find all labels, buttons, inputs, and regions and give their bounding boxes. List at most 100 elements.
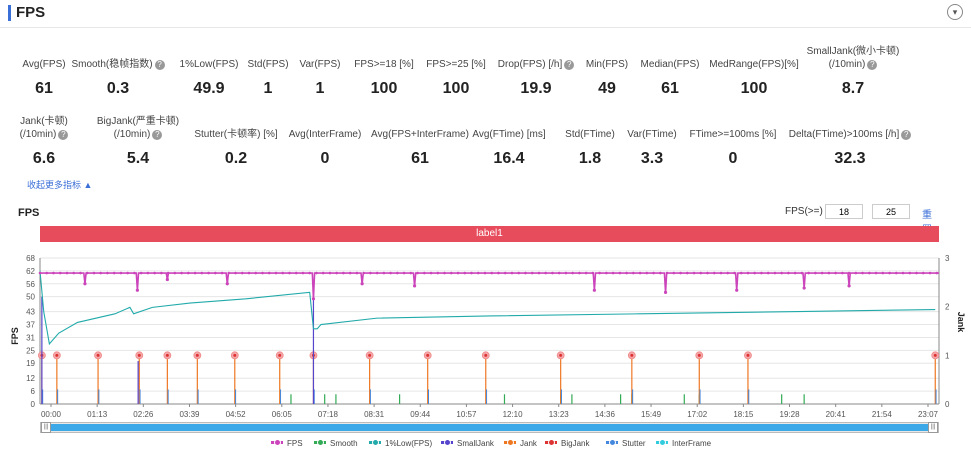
legend-item[interactable]: 1%Low(FPS) — [369, 439, 432, 448]
collapse-panel-icon[interactable]: ▾ — [947, 4, 963, 20]
x-tick-label: 15:49 — [641, 410, 662, 419]
metric-metrics_row1-0: Avg(FPS) 61 — [0, 58, 114, 99]
fps-point — [894, 271, 898, 275]
y2-tick-label: 1 — [945, 351, 950, 360]
fps-point — [119, 271, 123, 275]
x-tick-label: 08:31 — [364, 410, 385, 419]
x-tick-label: 23:07 — [918, 410, 939, 419]
legend-label: BigJank — [561, 439, 590, 448]
fps-point — [652, 271, 655, 275]
legend-item[interactable]: Smooth — [314, 439, 358, 448]
bigjank-dot — [933, 353, 937, 357]
legend-swatch-icon — [314, 439, 326, 446]
metric-label-unit: (/10min) — [113, 129, 151, 140]
fps-point — [335, 271, 338, 275]
metric-value: 0 — [728, 150, 738, 167]
fps-point — [288, 271, 291, 275]
fps-point — [267, 271, 271, 275]
fps-point — [632, 271, 635, 275]
y-tick-label: 19 — [26, 359, 35, 368]
fps-point — [261, 271, 264, 275]
fps-point — [807, 271, 810, 275]
x-tick-label: 04:52 — [226, 410, 247, 419]
legend-item[interactable]: SmallJank — [441, 439, 494, 448]
fps-point — [173, 271, 177, 275]
fps-dip-point — [225, 282, 229, 286]
fps-dip-point — [735, 288, 739, 292]
metric-label: Median(FPS) — [640, 59, 700, 70]
fps-point — [294, 271, 298, 275]
y-tick-label: 50 — [26, 293, 35, 302]
caret-up-icon: ▲ — [83, 180, 93, 190]
fps-point — [348, 271, 352, 275]
legend-label: FPS — [287, 439, 303, 448]
fps-threshold-input-1[interactable] — [825, 204, 863, 219]
fps-point — [497, 271, 500, 275]
help-icon[interactable]: ? — [58, 130, 69, 140]
collapse-metrics-link[interactable]: 收起更多指标 ▲ — [27, 178, 92, 191]
time-range-scrollbar[interactable]: ||| ||| — [40, 422, 939, 433]
fps-point — [503, 271, 507, 275]
fps-dip-point — [135, 288, 139, 292]
x-tick-label: 19:28 — [780, 410, 801, 419]
metric-value: 5.4 — [126, 150, 150, 167]
fps-point — [166, 271, 170, 275]
metric-value: 8.7 — [841, 80, 865, 97]
fps-point — [638, 271, 642, 275]
metric-value: 49 — [598, 80, 616, 97]
metric-metrics_row1-2: 1%Low(FPS) 49.9 — [139, 58, 279, 99]
metric-value: 3.3 — [640, 150, 664, 167]
legend-item[interactable]: FPS — [271, 439, 303, 448]
fps-point — [510, 271, 514, 275]
metric-metrics_row1-1: Smooth(稳帧指数)? 0.3 — [48, 58, 188, 99]
metric-metrics_row1-10: MedRange(FPS)[%] 100 — [684, 58, 824, 99]
scroll-handle-left[interactable]: ||| — [41, 422, 51, 433]
metric-metrics_row2-1: BigJank(严重卡顿) (/10min)? 5.4 — [68, 115, 208, 169]
fps-point — [578, 271, 581, 275]
fps-threshold-input-2[interactable] — [872, 204, 910, 219]
label-bar[interactable]: label1 — [40, 226, 939, 242]
metric-metrics_row2-3: Avg(InterFrame) 0 — [255, 128, 395, 169]
legend-item[interactable]: Stutter — [606, 439, 646, 448]
help-icon[interactable]: ? — [867, 60, 878, 70]
legend-item[interactable]: Jank — [504, 439, 537, 448]
fps-point — [605, 271, 608, 275]
legend-label: Jank — [520, 439, 537, 448]
legend-swatch-icon — [545, 439, 557, 446]
x-tick-label: 03:39 — [179, 410, 200, 419]
metric-value: 19.9 — [520, 80, 552, 97]
help-icon[interactable]: ? — [564, 60, 575, 70]
fps-point — [207, 271, 210, 275]
metric-value: 61 — [411, 150, 429, 167]
y-tick-label: 12 — [26, 374, 35, 383]
metric-metrics_row2-5: Avg(FTime) [ms] 16.4 — [439, 128, 579, 169]
fps-point — [820, 271, 824, 275]
fps-point — [551, 271, 554, 275]
fps-point — [530, 271, 534, 275]
scroll-range-fill[interactable] — [51, 424, 928, 431]
scroll-handle-right[interactable]: ||| — [928, 422, 938, 433]
metric-label: FPS>=25 [%] — [426, 59, 486, 70]
fps-point — [342, 271, 345, 275]
legend-item[interactable]: BigJank — [545, 439, 589, 448]
fps-point — [854, 271, 858, 275]
legend-item[interactable]: InterFrame — [656, 439, 711, 448]
low1-line — [39, 270, 936, 346]
help-icon[interactable]: ? — [154, 60, 165, 70]
fps-point — [193, 271, 197, 275]
fps-point — [733, 271, 736, 275]
metric-value: 16.4 — [493, 150, 525, 167]
fps-point — [699, 271, 703, 275]
bigjank-dot — [278, 353, 282, 357]
fps-point — [45, 271, 49, 275]
help-icon[interactable]: ? — [901, 130, 912, 140]
fps-point — [665, 271, 669, 275]
fps-point — [591, 271, 595, 275]
fps-point — [92, 271, 96, 275]
help-icon[interactable]: ? — [152, 130, 163, 140]
fps-point — [85, 271, 89, 275]
bigjank-dot — [630, 353, 634, 357]
fps-panel-header: FPS ▾ — [0, 0, 971, 28]
fps-point — [220, 271, 224, 275]
